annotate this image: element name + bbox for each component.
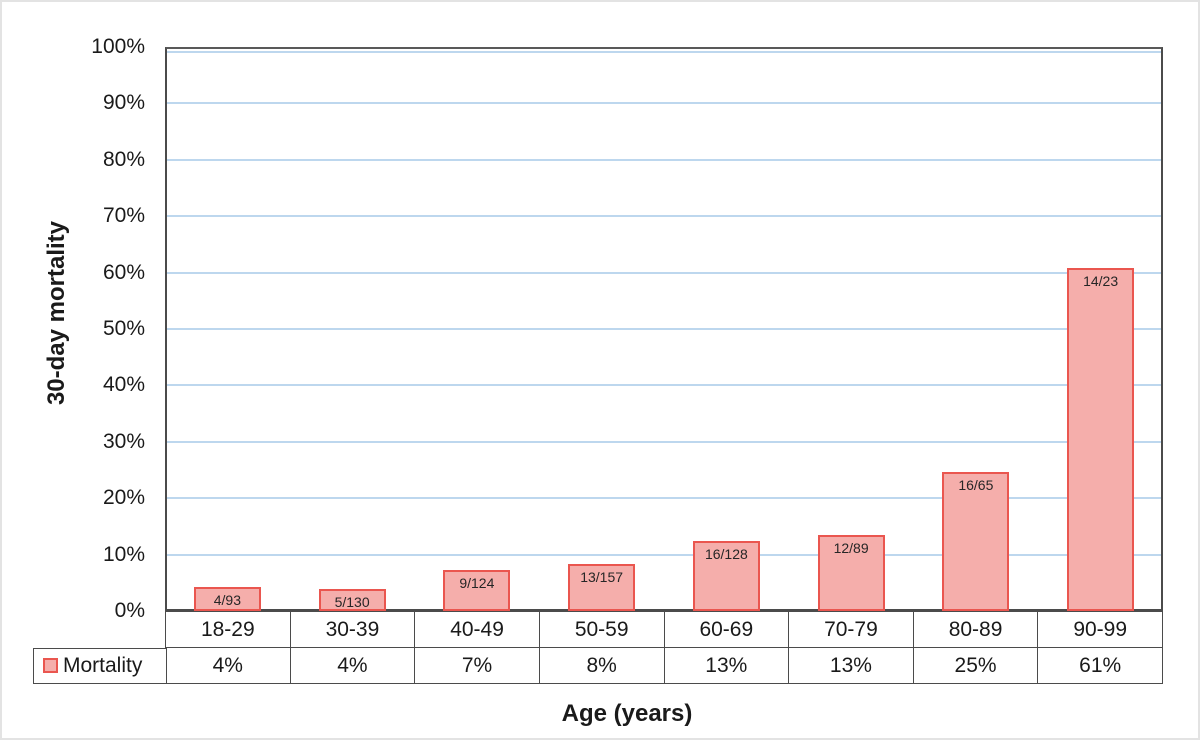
value-cell-18-29: 4%	[212, 653, 243, 677]
x-axis-title: Age (years)	[561, 700, 693, 727]
bar-data-label: 14/23	[1083, 272, 1119, 289]
y-tick-label: 60%	[102, 260, 145, 284]
bar-30-39: 5/130	[318, 589, 386, 611]
category-cell-60-69: 60-69	[663, 612, 789, 647]
gridline-10pct	[166, 553, 1162, 556]
bar-data-label: 16/65	[958, 477, 994, 494]
value-cell-90-99: 61%	[1037, 648, 1162, 683]
bar-40-49: 9/124	[443, 570, 511, 611]
bar-data-label: 12/89	[833, 539, 869, 556]
value-cell-70-79: 13%	[788, 648, 913, 683]
bar-18-29: 4/93	[193, 586, 261, 611]
gridline-30pct	[166, 440, 1162, 443]
gridline-70pct	[166, 215, 1162, 218]
category-cell-90-99: 90-99	[1037, 612, 1162, 647]
legend-key-icon	[43, 658, 58, 674]
y-tick-label: 80%	[102, 147, 145, 171]
gridline-80pct	[166, 158, 1162, 161]
value-cell-50-59: 8%	[538, 648, 664, 683]
y-tick-label: 30%	[102, 429, 145, 453]
value-cell-30-39: 4%	[289, 648, 415, 683]
y-tick-label: 10%	[102, 542, 145, 566]
bar-data-label: 9/124	[459, 575, 495, 592]
category-cell-18-29: 18-29	[200, 617, 255, 641]
bar-90-99: 14/23	[1067, 267, 1135, 611]
bar-70-79: 12/89	[817, 534, 885, 611]
value-cell-60-69: 13%	[663, 648, 789, 683]
bar-data-label: 13/157	[580, 569, 624, 586]
category-cell-80-89: 80-89	[912, 612, 1038, 647]
category-cell-30-39: 30-39	[289, 612, 415, 647]
y-tick-label: 50%	[102, 317, 145, 340]
bar-data-label: 4/93	[213, 591, 241, 608]
y-tick-label: 0%	[114, 599, 145, 622]
y-tick-label: 20%	[102, 486, 145, 510]
gridline-100pct	[166, 50, 1162, 53]
y-tick-label: 70%	[102, 204, 145, 228]
bar-80-89: 16/65	[942, 472, 1010, 611]
value-cell-80-89: 25%	[912, 648, 1038, 683]
y-tick-label: 100%	[91, 35, 145, 58]
category-cell-50-59: 50-59	[538, 612, 664, 647]
category-cell-70-79: 70-79	[788, 612, 913, 647]
y-tick-label: 40%	[102, 373, 145, 397]
bar-data-label: 16/128	[704, 545, 748, 562]
bar-50-59: 13/157	[568, 564, 636, 611]
gridline-40pct	[166, 384, 1162, 387]
legend-cell: Mortality	[33, 647, 167, 684]
category-cell-40-49: 40-49	[414, 612, 539, 647]
data-table: 18-29 30-39 40-49 50-59 60-69 70-79 80-89 90-99…	[165, 611, 1163, 684]
legend-series-label: Mortality	[63, 653, 143, 677]
gridline-20pct	[166, 497, 1162, 500]
value-row: 4% 4% 7% 8% 13% 13% 25% 61%	[166, 648, 1162, 683]
gridline-50pct	[166, 328, 1162, 330]
y-tick-label: 90%	[102, 91, 145, 115]
value-cell-40-49: 7%	[414, 648, 539, 683]
bar-data-label: 5/130	[334, 594, 370, 611]
category-row: 18-29 30-39 40-49 50-59 60-69 70-79 80-89 90-99	[166, 612, 1162, 648]
bar-60-69: 16/128	[692, 540, 760, 611]
gridline-60pct	[166, 271, 1162, 274]
gridline-90pct	[166, 102, 1162, 105]
